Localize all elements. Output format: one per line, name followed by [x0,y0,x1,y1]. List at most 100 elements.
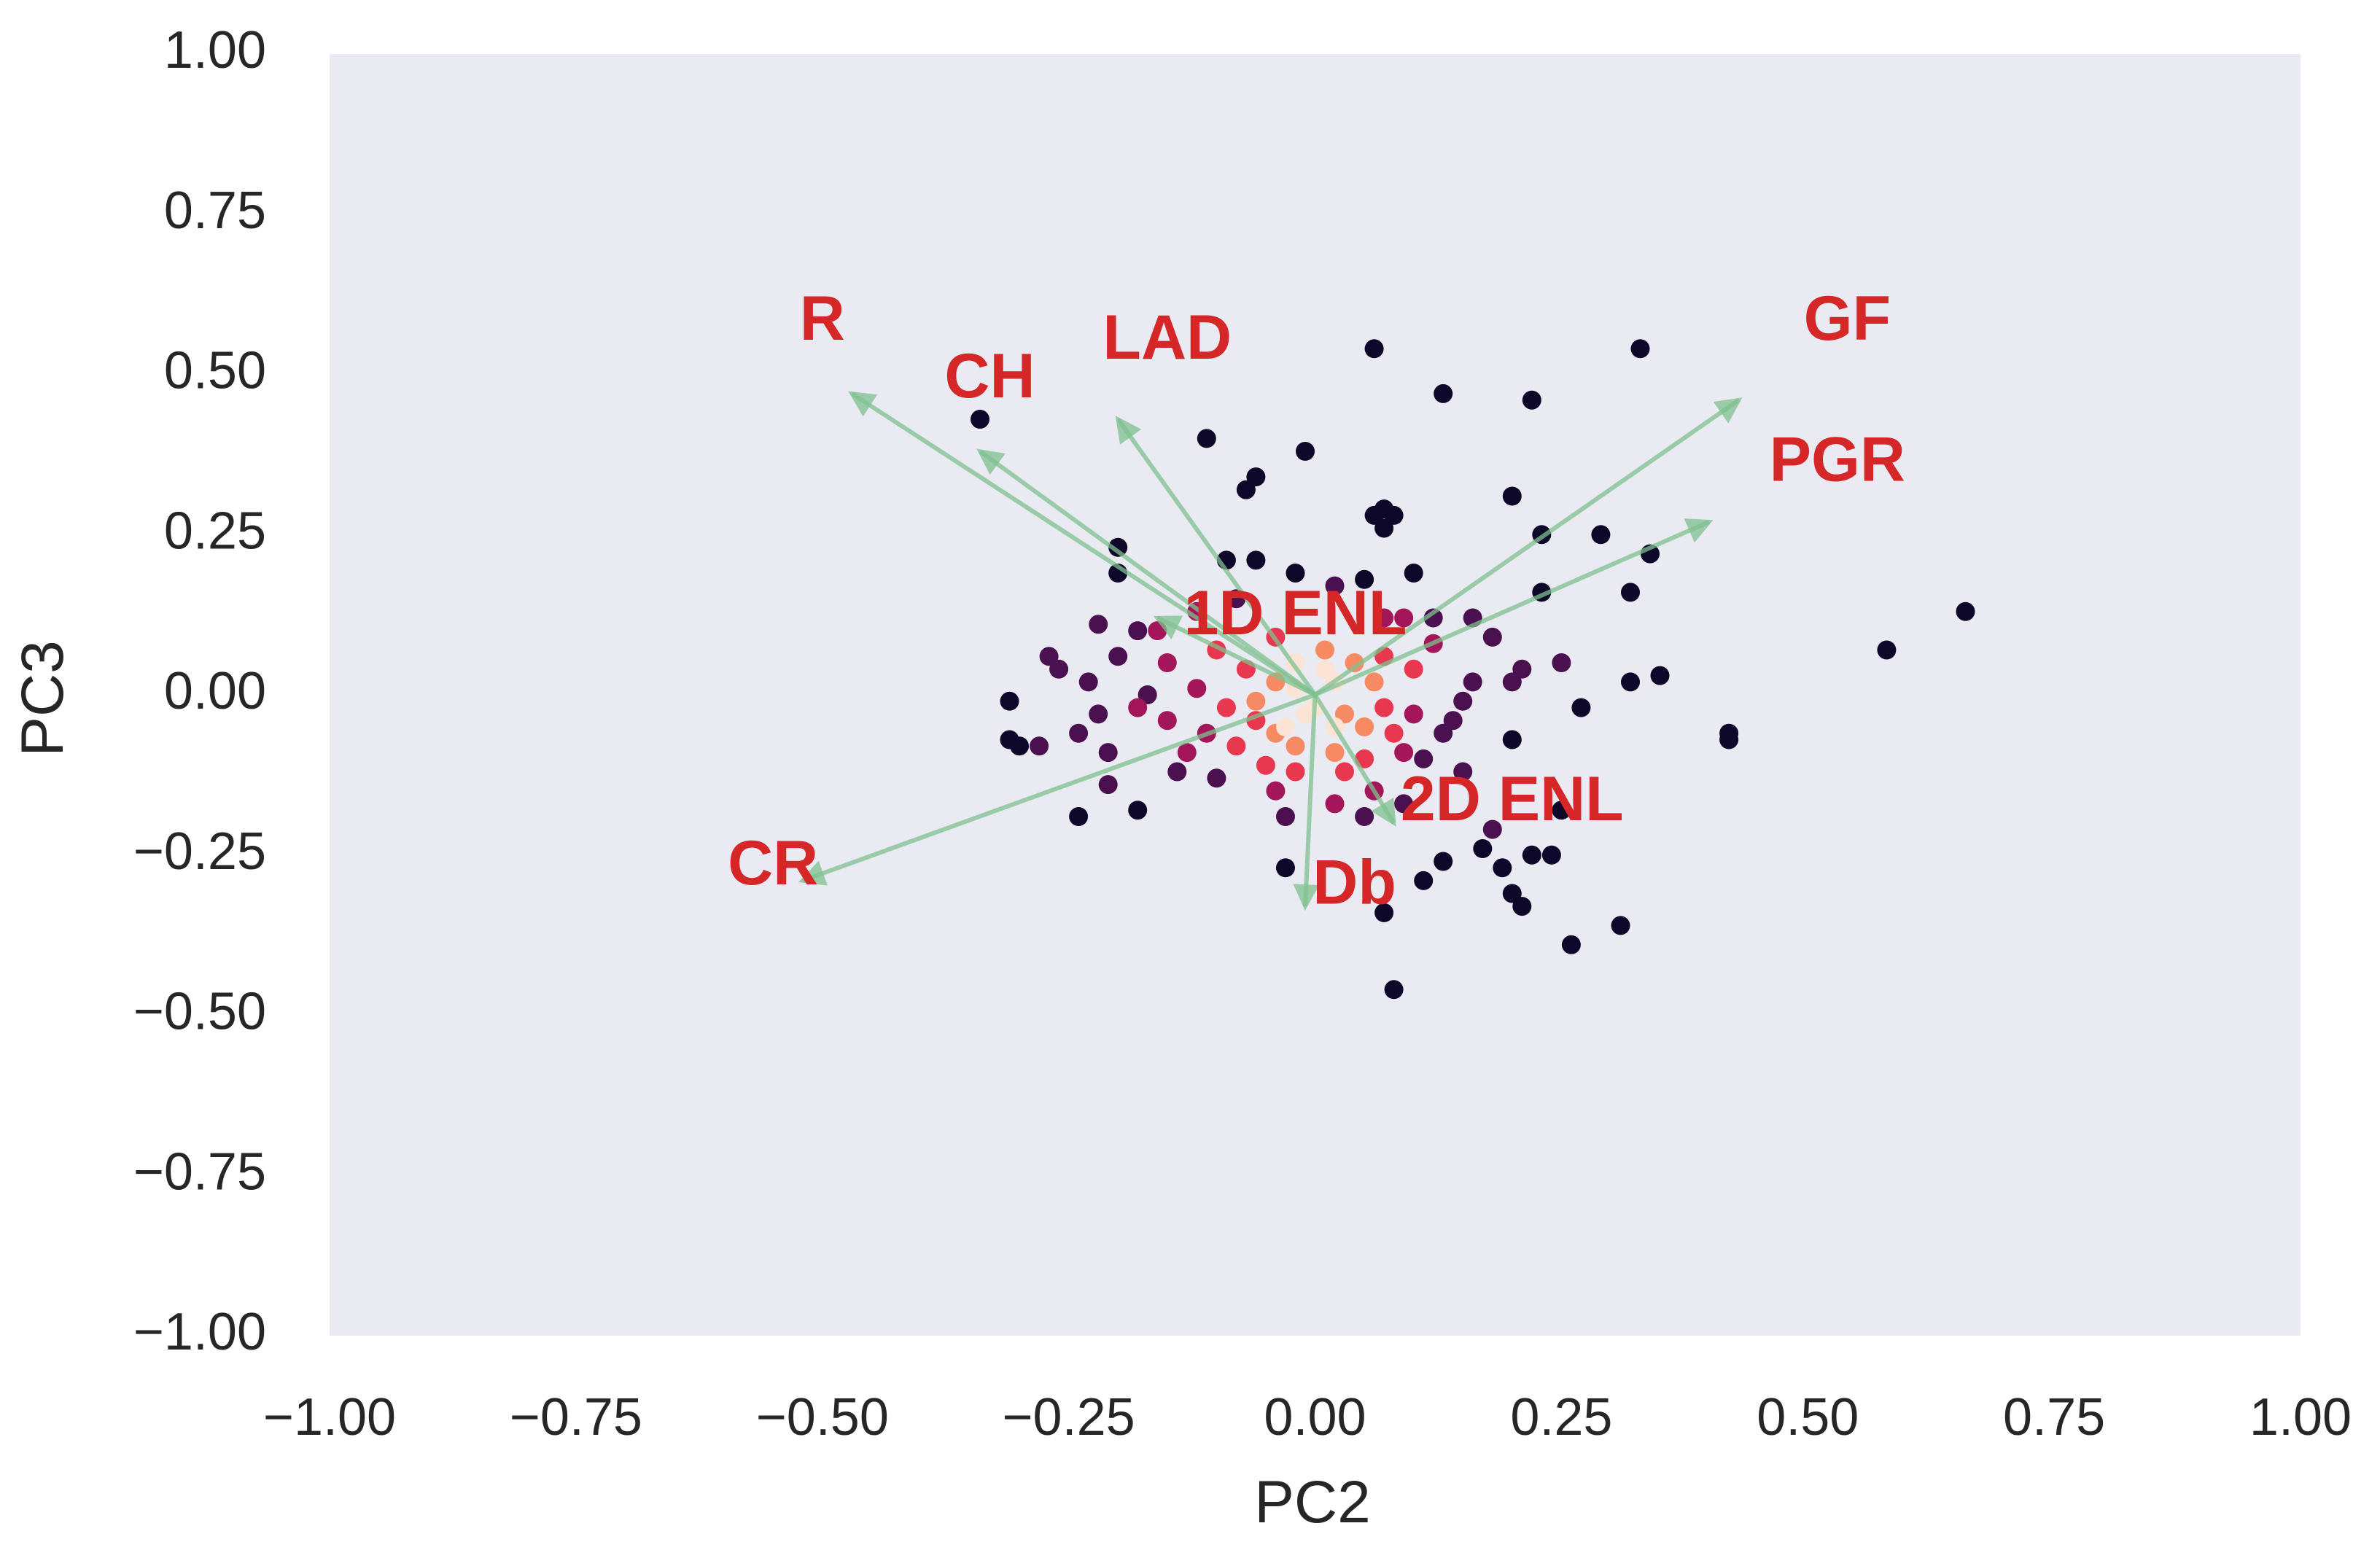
scatter-point [1404,704,1423,724]
scatter-point [1089,615,1108,634]
x-tick-label: 1.00 [2249,1388,2352,1446]
scatter-point [1719,730,1739,749]
scatter-point [1197,429,1216,448]
y-axis-ticks: −1.00 −0.75 −0.50 −0.25 0.00 0.25 0.50 0.75 1.00 [133,21,266,1361]
scatter-point [1286,762,1305,782]
loading-label: CR [728,828,818,898]
scatter-point [1010,736,1029,756]
scatter-point [1335,762,1354,782]
scatter-point [1266,781,1286,801]
scatter-point [1502,672,1522,692]
scatter-point [1434,723,1453,743]
x-tick-label: 0.00 [1264,1388,1366,1446]
scatter-point [1512,897,1532,916]
scatter-point [1296,442,1315,461]
scatter-point [1030,736,1049,756]
scatter-point [1216,698,1236,717]
scatter-point [1128,698,1148,717]
scatter-point [1621,583,1640,602]
scatter-point [971,410,989,429]
y-tick-label: −0.75 [133,1142,266,1201]
scatter-point [1138,685,1157,704]
x-tick-label: 0.75 [2003,1388,2105,1446]
scatter-point [1434,383,1453,403]
scatter-point [1286,736,1305,756]
x-tick-label: −1.00 [263,1388,396,1446]
y-tick-label: 0.50 [164,342,266,400]
scatter-point [1561,935,1581,954]
scatter-point [1404,659,1423,679]
scatter-point [1177,743,1197,763]
x-axis-ticks: −1.00 −0.75 −0.50 −0.25 0.00 0.25 0.50 0.75 1.00 [263,1388,2352,1446]
scatter-point [1512,659,1532,679]
y-tick-label: −0.25 [133,822,266,881]
scatter-point [1325,743,1345,763]
scatter-point [1236,480,1256,499]
loading-arrow [1313,397,1743,697]
scatter-point [1374,608,1394,628]
loading-label: R [800,284,845,354]
loading-label: PGR [1770,424,1905,494]
scatter-point [1384,505,1404,525]
scatter-point [1522,390,1541,410]
scatter-point [1315,640,1334,660]
scatter-point [1956,601,1975,621]
scatter-point [1374,903,1394,922]
loading-arrow [848,391,1317,697]
scatter-point [1315,659,1334,679]
y-tick-label: 0.25 [164,502,266,560]
scatter-point [1463,672,1482,692]
loading-arrow [1153,615,1316,697]
scatter-point [1414,749,1434,768]
loading-label: CH [944,341,1035,411]
scatter-point [1522,845,1541,865]
x-tick-label: 0.25 [1510,1388,1612,1446]
scatter-point [1276,807,1295,826]
scatter-point [1364,505,1384,525]
scatter-point [1207,768,1226,788]
x-tick-label: −0.75 [510,1388,642,1446]
loading-label: Db [1312,847,1396,917]
x-tick-label: 0.50 [1757,1388,1859,1446]
x-tick-label: −0.25 [1003,1388,1135,1446]
scatter-point [1394,794,1414,814]
scatter-point [1246,691,1266,711]
scatter-point [1276,858,1295,878]
scatter-point [1374,698,1394,717]
scatter-point [1276,717,1295,736]
scatter-point [1128,801,1148,820]
scatter-point [1069,723,1089,743]
scatter-point [1335,704,1354,724]
scatter-point [1000,691,1019,711]
scatter-point [1128,621,1148,641]
scatter-point [1414,871,1434,890]
scatter-point [1541,845,1561,865]
x-axis-label: PC2 [1254,1469,1371,1535]
scatter-point [1482,819,1502,839]
y-tick-label: −0.50 [133,983,266,1041]
loading-arrow [1115,416,1317,696]
scatter-point [1591,525,1611,545]
loading-label: 1D ENL [1184,578,1407,648]
scatter-point [1098,775,1118,795]
scatter-point [1552,653,1571,672]
loading-labels: R CH LAD GF PGR 1D ENL 2D ENL CR Db [728,284,1905,917]
scatter-point [1552,801,1571,820]
scatter-point [1374,518,1394,538]
scatter-point [1069,807,1089,826]
scatter-point [1226,736,1246,756]
scatter-point [1256,755,1275,775]
scatter-point [1650,666,1670,685]
scatter-point [1078,672,1098,692]
scatter-point [1355,569,1374,589]
scatter-point [1355,807,1374,826]
scatter-point [1089,704,1108,724]
scatter-point [1394,743,1414,763]
scatter-point [1049,659,1069,679]
x-tick-label: −0.50 [756,1388,889,1446]
scatter-point [1108,647,1128,666]
loading-label: GF [1804,284,1891,354]
scatter-point [1187,679,1207,698]
loading-arrow [1293,694,1320,911]
scatter-point [1345,653,1364,672]
